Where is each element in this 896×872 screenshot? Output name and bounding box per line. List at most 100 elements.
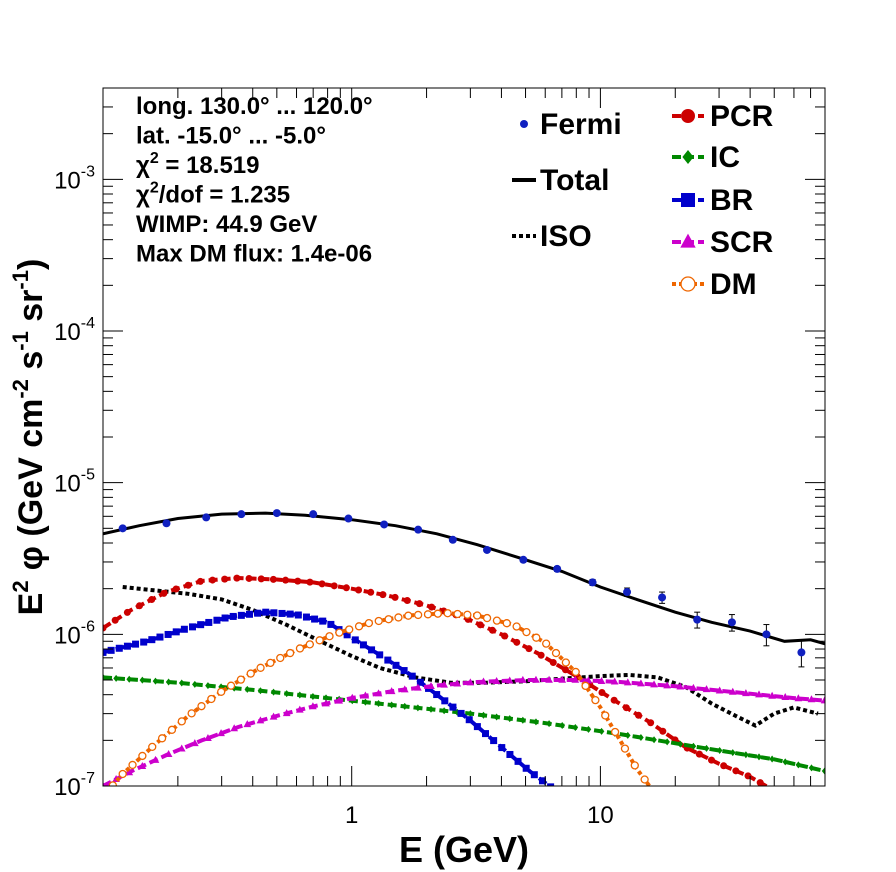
- series-scr: [103, 675, 825, 786]
- info-line: WIMP: 44.9 GeV: [136, 211, 317, 238]
- fermi-data-layer: [118, 509, 806, 668]
- series-marker-pcr: [708, 756, 716, 764]
- legend-item-dm: DM: [672, 268, 757, 301]
- series-marker-pcr: [233, 574, 241, 582]
- series-marker-scr: [479, 677, 488, 685]
- series-marker-scr: [414, 683, 422, 691]
- y-axis-label-close: ): [12, 259, 50, 270]
- series-marker-pcr: [148, 596, 156, 604]
- fermi-point: [237, 510, 246, 519]
- legend-item-br: BR: [672, 184, 754, 217]
- y-tick-base: 10: [54, 471, 81, 498]
- series-marker-scr: [650, 680, 658, 688]
- fermi-point: [762, 624, 771, 647]
- series-marker-pcr: [598, 689, 606, 697]
- fermi-marker: [762, 630, 771, 639]
- fermi-point: [588, 578, 597, 587]
- fermi-marker: [344, 514, 353, 523]
- series-marker-pcr: [318, 580, 326, 588]
- series-marker-ic: [598, 727, 605, 735]
- y-tick-base: 10: [54, 167, 81, 194]
- series-marker-dm: [453, 609, 462, 619]
- series-marker-ic: [756, 753, 762, 761]
- series-marker-ic: [506, 715, 513, 723]
- series-marker-scr: [689, 683, 698, 691]
- series-marker-scr: [532, 675, 540, 683]
- series-marker-scr: [742, 689, 750, 697]
- series-marker-ic: [244, 685, 251, 693]
- series-marker-ic: [283, 690, 290, 698]
- series-marker-br: [408, 672, 416, 680]
- legend-label-ic: IC: [710, 141, 740, 174]
- series-marker-pcr: [428, 603, 436, 611]
- series-marker-br: [254, 609, 262, 617]
- series-marker-scr: [663, 681, 672, 689]
- fermi-point: [623, 587, 632, 597]
- series-marker-pcr: [720, 762, 728, 770]
- series-marker-br: [327, 620, 335, 628]
- series-marker-br: [530, 771, 538, 779]
- series-marker-dm: [433, 609, 442, 618]
- series-marker-dm: [167, 725, 177, 734]
- series-layer: [103, 511, 825, 786]
- series-marker-pcr: [367, 588, 375, 596]
- series-marker-scr: [295, 705, 304, 713]
- fermi-marker: [414, 525, 423, 534]
- series-marker-ic: [716, 747, 723, 755]
- series-marker-ic: [821, 767, 825, 775]
- series-marker-pcr: [160, 589, 168, 597]
- fermi-point: [162, 519, 171, 528]
- series-marker-dm: [404, 611, 413, 620]
- fermi-marker: [519, 555, 528, 564]
- series-marker-br: [465, 716, 473, 724]
- series-marker-ic: [270, 688, 277, 696]
- series-marker-br: [522, 764, 530, 772]
- series-marker-br: [197, 621, 205, 629]
- series-marker-ic: [677, 740, 684, 748]
- series-marker-dm: [325, 632, 334, 641]
- series-marker-scr: [440, 680, 448, 688]
- fermi-marker: [162, 519, 171, 528]
- series-marker-dm: [217, 687, 226, 696]
- series-marker-dm: [601, 711, 610, 720]
- series-marker-scr: [702, 685, 711, 693]
- fermi-point: [414, 525, 423, 534]
- series-marker-dm: [266, 658, 275, 668]
- series-marker-br: [103, 648, 107, 656]
- series-marker-ic: [585, 725, 592, 733]
- series-marker-pcr: [355, 586, 363, 594]
- series-marker-br: [302, 613, 310, 621]
- y-tick-exponent: -6: [81, 618, 95, 635]
- series-marker-ic: [572, 723, 579, 731]
- series-marker-scr: [400, 685, 409, 693]
- series-marker-scr: [768, 691, 776, 699]
- series-marker-scr: [361, 691, 370, 699]
- fermi-marker: [588, 578, 597, 587]
- series-marker-ic: [533, 718, 539, 726]
- legend-marker: [681, 109, 695, 123]
- series-marker-scr: [755, 690, 763, 698]
- series-marker-ic: [428, 705, 434, 713]
- y-axis-label-sup: 2: [8, 580, 33, 592]
- series-marker-scr: [256, 716, 265, 724]
- info-value: = 18.519: [159, 152, 260, 179]
- series-marker-scr: [374, 689, 383, 697]
- series-marker-scr: [453, 679, 462, 687]
- series-marker-dm: [512, 622, 521, 631]
- series-marker-dm: [108, 781, 117, 786]
- series-marker-pcr: [501, 632, 509, 640]
- series-marker-br: [351, 636, 359, 644]
- fermi-point: [727, 614, 736, 632]
- fermi-point: [344, 514, 353, 523]
- series-marker-dm: [177, 717, 186, 726]
- series-marker-dm: [551, 648, 561, 658]
- series-marker-dm: [197, 702, 206, 711]
- y-tick-label: 10-6: [54, 618, 95, 649]
- series-marker-br: [107, 646, 115, 654]
- series-marker-br: [172, 628, 180, 636]
- series-marker-dm: [364, 618, 374, 628]
- legend-item-scr: SCR: [672, 226, 774, 259]
- series-marker-br: [368, 646, 376, 654]
- legend-item-fermi: Fermi: [520, 108, 622, 141]
